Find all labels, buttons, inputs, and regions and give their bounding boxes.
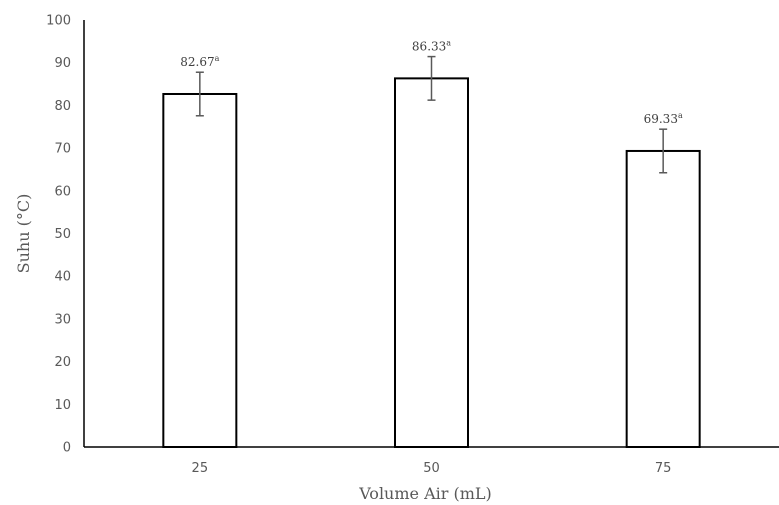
data-label-superscript: a — [678, 111, 683, 120]
y-tick-label: 0 — [63, 441, 71, 456]
x-axis-title: Volume Air (mL) — [358, 484, 492, 503]
x-tick-label: 75 — [655, 461, 672, 476]
y-axis-ticks: 0 10 20 30 40 50 60 70 80 90 100 — [46, 14, 71, 456]
y-tick-label: 20 — [54, 355, 71, 370]
y-axis-title: Suhu (°C) — [14, 194, 33, 274]
y-tick-label: 30 — [54, 312, 71, 327]
data-label-superscript: a — [215, 54, 220, 63]
y-tick-label: 60 — [54, 184, 71, 199]
bar — [394, 77, 469, 448]
data-label: 69.33a — [644, 111, 683, 126]
x-axis-ticks: 25 50 75 — [192, 461, 672, 476]
x-tick-label: 50 — [423, 461, 440, 476]
x-tick-label: 25 — [192, 461, 209, 476]
y-tick-label: 70 — [54, 142, 71, 157]
data-label-value: 86.33 — [412, 40, 446, 54]
y-tick-label: 40 — [54, 270, 71, 285]
y-tick-label: 100 — [46, 14, 71, 29]
data-label-value: 69.33 — [644, 112, 678, 126]
bar — [625, 149, 701, 448]
error-bar — [195, 71, 204, 117]
y-tick-label: 80 — [54, 99, 71, 114]
error-bar — [427, 55, 436, 101]
y-tick-label: 50 — [54, 227, 71, 242]
error-bars — [195, 55, 668, 174]
y-tick-label: 10 — [54, 398, 71, 413]
error-bar — [659, 128, 668, 174]
y-tick-label: 90 — [54, 56, 71, 71]
bar — [162, 92, 238, 448]
data-label: 86.33a — [412, 39, 451, 54]
data-label-value: 82.67 — [180, 55, 214, 69]
data-label: 82.67a — [180, 54, 219, 69]
bars — [162, 77, 701, 448]
data-label-superscript: a — [446, 39, 451, 48]
